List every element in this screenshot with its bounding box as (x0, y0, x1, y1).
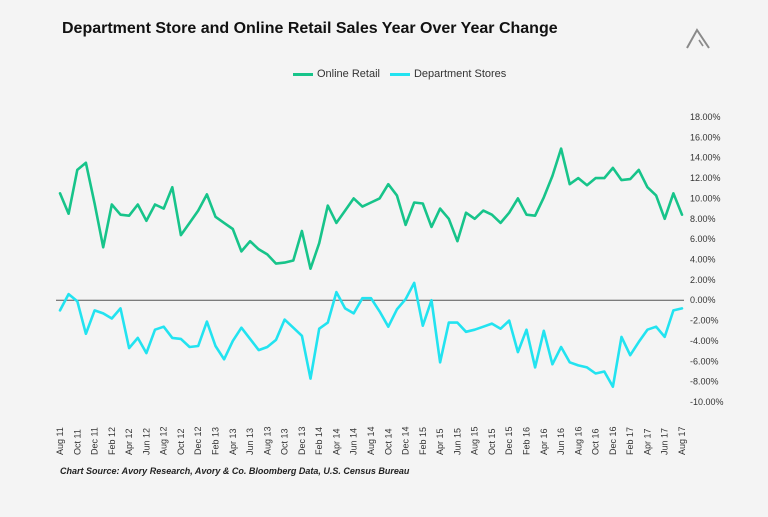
x-tick-label: Aug 15 (470, 426, 480, 455)
x-tick-label: Aug 13 (262, 426, 272, 455)
y-tick-label: 4.00% (690, 255, 716, 265)
x-tick-label: Feb 16 (522, 427, 532, 455)
chart-source-note: Chart Source: Avory Research, Avory & Co… (60, 466, 410, 476)
x-tick-label: Dec 11 (90, 427, 100, 455)
x-tick-label: Apr 17 (642, 428, 652, 455)
y-tick-label: -10.00% (690, 397, 724, 407)
legend-label-department-stores: Department Stores (413, 68, 507, 80)
x-tick-label: Apr 15 (435, 428, 445, 455)
y-tick-label: -6.00% (690, 356, 719, 366)
series-line-online-retail (58, 147, 684, 271)
x-tick-label: Feb 12 (107, 427, 117, 455)
series-line-department-stores (58, 281, 684, 389)
legend-swatch-online-retail (293, 72, 313, 76)
y-tick-label: 18.00% (690, 112, 721, 122)
y-tick-label: 6.00% (690, 234, 716, 244)
y-tick-label: 12.00% (690, 173, 721, 183)
x-tick-label: Oct 11 (72, 429, 82, 455)
x-tick-label: Aug 17 (677, 426, 687, 455)
x-tick-label: Aug 11 (55, 427, 65, 455)
x-tick-label: Dec 12 (193, 426, 203, 455)
x-tick-label: Jun 15 (452, 428, 462, 455)
y-tick-label: 2.00% (690, 275, 716, 285)
legend-label-online-retail: Online Retail (317, 68, 380, 80)
y-tick-label: -2.00% (690, 316, 719, 326)
x-tick-label: Oct 13 (280, 428, 290, 455)
y-tick-label: -8.00% (690, 377, 719, 387)
x-tick-label: Apr 13 (228, 428, 238, 455)
y-tick-label: 0.00% (690, 295, 716, 305)
x-tick-label: Feb 13 (211, 427, 221, 455)
x-tick-label: Feb 15 (418, 427, 428, 455)
x-tick-label: Jun 16 (556, 428, 566, 455)
y-tick-label: -4.00% (690, 336, 719, 346)
x-tick-label: Aug 16 (573, 426, 583, 455)
legend-item-online-retail: Online Retail (293, 68, 380, 80)
y-tick-label: 14.00% (690, 153, 721, 163)
x-tick-label: Oct 14 (383, 428, 393, 455)
x-tick-label: Aug 14 (366, 426, 376, 455)
y-tick-label: 8.00% (690, 214, 716, 224)
x-tick-label: Dec 15 (504, 426, 514, 455)
legend-item-department-stores: Department Stores (389, 68, 507, 80)
x-tick-label: Jun 17 (660, 428, 670, 455)
chart-title: Department Store and Online Retail Sales… (62, 20, 558, 37)
x-tick-label: Feb 17 (625, 427, 635, 455)
x-tick-label: Dec 16 (608, 426, 618, 455)
y-tick-label: 16.00% (690, 132, 721, 142)
x-tick-label: Jun 13 (245, 428, 255, 455)
x-tick-label: Apr 12 (124, 428, 134, 455)
x-tick-label: Aug 12 (159, 426, 169, 455)
x-tick-label: Jun 12 (141, 428, 151, 455)
avory-triangle-logo-icon (686, 28, 710, 49)
x-tick-label: Jun 14 (349, 428, 359, 455)
x-tick-label: Oct 15 (487, 428, 497, 455)
x-tick-label: Apr 16 (539, 428, 549, 455)
y-tick-label: 10.00% (690, 193, 721, 203)
x-tick-label: Oct 16 (591, 428, 601, 455)
x-tick-label: Feb 14 (314, 427, 324, 455)
x-tick-label: Dec 13 (297, 426, 307, 455)
x-tick-label: Oct 12 (176, 428, 186, 455)
x-tick-label: Dec 14 (401, 426, 411, 455)
legend-swatch-department-stores (389, 72, 410, 76)
chart-legend: Online Retail Department Stores (293, 68, 506, 80)
x-tick-label: Apr 14 (331, 428, 341, 455)
